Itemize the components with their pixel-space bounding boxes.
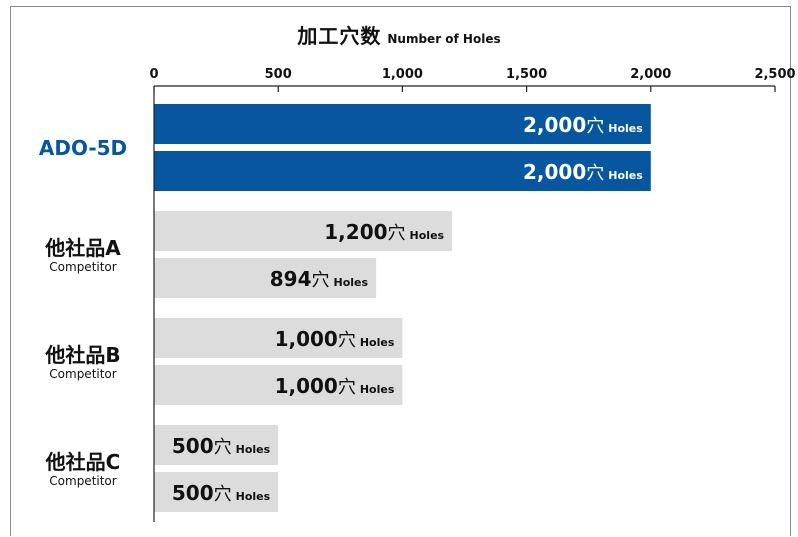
bar [154,365,403,405]
data-label-unit-ja: 穴 [214,437,232,458]
data-label-unit-en: Holes [608,122,643,135]
category-name: 他社品B [45,342,121,367]
data-label: 1,200穴 Holes [324,220,444,244]
chart-title-en: Number of Holes [387,32,501,46]
data-label-value: 1,000 [275,374,338,398]
data-label-unit-ja: 穴 [214,484,232,505]
bar [154,151,651,191]
data-label-unit-en: Holes [334,276,369,289]
data-label-unit-ja: 穴 [338,330,356,351]
x-tick-label: 0 [149,67,158,82]
bar [154,104,651,144]
data-label: 2,000穴 Holes [523,113,643,137]
category-label: 他社品A Competitor [20,236,146,274]
data-label-unit-ja: 穴 [338,377,356,398]
data-label: 2,000穴 Holes [523,160,643,184]
data-label-value: 500 [172,434,214,458]
data-label-unit-en: Holes [608,169,643,182]
x-tick-label: 1,500 [506,67,547,82]
category-name: 他社品C [45,449,121,474]
x-tick-label: 2,000 [630,67,671,82]
chart-frame [10,6,791,536]
chart-title: 加工穴数 Number of Holes [0,20,798,49]
data-label-value: 1,000 [275,327,338,351]
category-sub: Competitor [49,473,117,488]
x-tick-label: 1,000 [382,67,423,82]
data-label-unit-en: Holes [410,229,445,242]
category-sub: Competitor [49,259,117,274]
data-label-unit-ja: 穴 [312,270,330,291]
data-label-value: 894 [270,267,312,291]
data-label-unit-en: Holes [236,490,271,503]
data-label: 1,000穴 Holes [275,327,395,351]
bar [154,318,403,358]
data-label-unit-en: Holes [236,443,271,456]
category-label: 他社品C Competitor [20,450,146,488]
data-label-value: 2,000 [523,113,586,137]
data-label-value: 500 [172,481,214,505]
x-tick-label: 2,500 [754,67,795,82]
chart-title-ja: 加工穴数 [297,24,382,48]
category-sub: Competitor [49,366,117,381]
data-label-unit-en: Holes [360,336,395,349]
data-label-unit-ja: 穴 [586,163,604,184]
bar [154,211,453,251]
category-name: 他社品A [45,235,121,260]
data-label-unit-ja: 穴 [388,223,406,244]
data-label-value: 1,200 [324,220,387,244]
x-tick-label: 500 [265,67,292,82]
bar [154,425,279,465]
category-label: ADO-5D [20,136,146,160]
data-label: 500穴 Holes [172,481,271,505]
category-label: 他社品B Competitor [20,343,146,381]
data-label: 894穴 Holes [270,267,369,291]
data-label-unit-ja: 穴 [586,116,604,137]
bar [154,472,279,512]
bar [154,258,377,298]
data-label: 500穴 Holes [172,434,271,458]
category-name: ADO-5D [38,135,128,160]
data-label: 1,000穴 Holes [275,374,395,398]
data-label-unit-en: Holes [360,383,395,396]
data-label-value: 2,000 [523,160,586,184]
